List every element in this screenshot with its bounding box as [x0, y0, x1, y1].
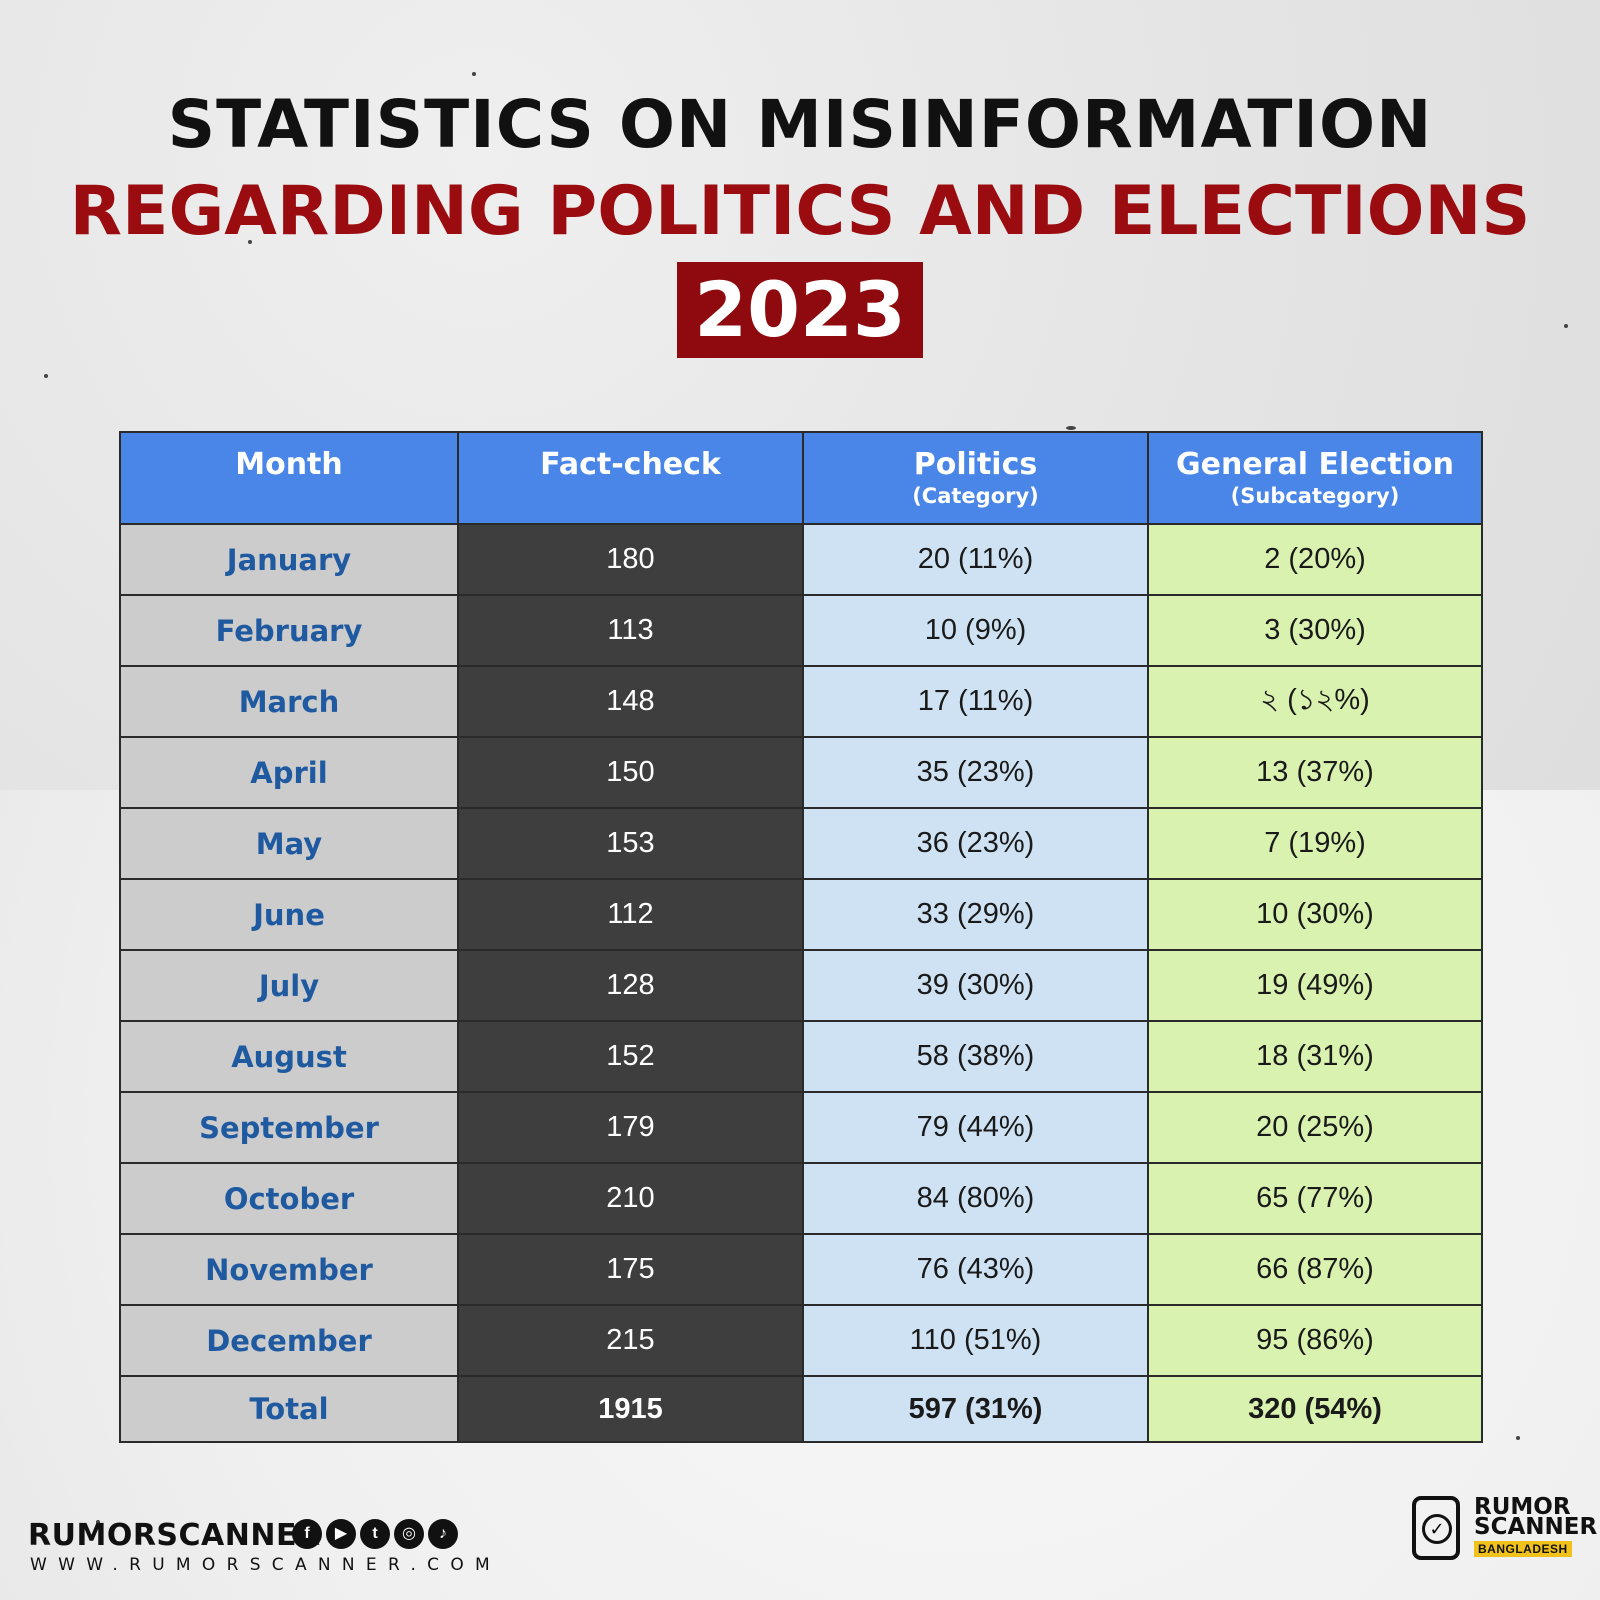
politics-cell: 36 (23%): [802, 807, 1149, 880]
column-header-label: General Election: [1176, 447, 1454, 482]
youtube-icon[interactable]: ▶: [326, 1519, 356, 1549]
month-cell: September: [119, 1091, 459, 1164]
fact-check-cell: 215: [457, 1304, 804, 1377]
fact-check-cell: 128: [457, 949, 804, 1022]
logo-line-1: RUMOR: [1474, 1494, 1571, 1520]
logo-sub-badge: BANGLADESH: [1474, 1541, 1572, 1557]
fact-check-cell: 153: [457, 807, 804, 880]
phone-check-logo-icon: ✓: [1412, 1496, 1460, 1560]
total-label: Total: [119, 1375, 459, 1443]
twitter-icon[interactable]: t: [360, 1519, 390, 1549]
month-cell: January: [119, 523, 459, 596]
table-row: April 150 35 (23%) 13 (37%): [119, 736, 1483, 809]
politics-cell: 84 (80%): [802, 1162, 1149, 1235]
month-cell: August: [119, 1020, 459, 1093]
general-election-cell: 7 (19%): [1147, 807, 1483, 880]
politics-cell: 76 (43%): [802, 1233, 1149, 1306]
general-election-cell: 65 (77%): [1147, 1162, 1483, 1235]
table-row: January 180 20 (11%) 2 (20%): [119, 523, 1483, 596]
logo-text: RUMOR SCANNER: [1474, 1494, 1598, 1540]
total-fact-check: 1915: [457, 1375, 804, 1443]
general-election-cell: 20 (25%): [1147, 1091, 1483, 1164]
fact-check-cell: 179: [457, 1091, 804, 1164]
month-cell: October: [119, 1162, 459, 1235]
general-election-cell: 66 (87%): [1147, 1233, 1483, 1306]
column-header-label: Politics: [913, 447, 1038, 482]
fact-check-cell: 113: [457, 594, 804, 667]
month-cell: February: [119, 594, 459, 667]
texture-speck: [96, 1520, 100, 1524]
title-line-2: REGARDING POLITICS AND ELECTIONS: [69, 172, 1531, 251]
general-election-cell: 3 (30%): [1147, 594, 1483, 667]
fact-check-cell: 152: [457, 1020, 804, 1093]
general-election-cell: 95 (86%): [1147, 1304, 1483, 1377]
column-header-month: Month: [119, 431, 459, 525]
table-row: September 179 79 (44%) 20 (25%): [119, 1091, 1483, 1164]
table-row: August 152 58 (38%) 18 (31%): [119, 1020, 1483, 1093]
column-header-politics: Politics (Category): [802, 431, 1149, 525]
fact-check-cell: 180: [457, 523, 804, 596]
total-politics: 597 (31%): [802, 1375, 1149, 1443]
texture-speck: [44, 374, 48, 378]
politics-cell: 110 (51%): [802, 1304, 1149, 1377]
politics-cell: 58 (38%): [802, 1020, 1149, 1093]
column-header-label: Month: [235, 447, 343, 482]
footer-url[interactable]: WWW.RUMORSCANNER.COM: [30, 1555, 501, 1575]
texture-speck: [472, 72, 476, 76]
column-header-general-election: General Election (Subcategory): [1147, 431, 1483, 525]
instagram-icon[interactable]: ◎: [394, 1519, 424, 1549]
general-election-cell: 18 (31%): [1147, 1020, 1483, 1093]
month-cell: March: [119, 665, 459, 738]
column-header-sublabel: (Subcategory): [1230, 484, 1400, 508]
general-election-cell: 2 (20%): [1147, 523, 1483, 596]
general-election-cell: 10 (30%): [1147, 878, 1483, 951]
politics-cell: 17 (11%): [802, 665, 1149, 738]
column-header-fact-check: Fact-check: [457, 431, 804, 525]
table-row: November 175 76 (43%) 66 (87%): [119, 1233, 1483, 1306]
column-header-label: Fact-check: [540, 447, 721, 482]
fact-check-cell: 175: [457, 1233, 804, 1306]
month-cell: June: [119, 878, 459, 951]
table-row: June 112 33 (29%) 10 (30%): [119, 878, 1483, 951]
table-row: May 153 36 (23%) 7 (19%): [119, 807, 1483, 880]
month-cell: May: [119, 807, 459, 880]
fact-check-cell: 150: [457, 736, 804, 809]
politics-cell: 79 (44%): [802, 1091, 1149, 1164]
year-badge: 2023: [677, 262, 923, 358]
texture-speck: [248, 240, 252, 244]
table-row: February 113 10 (9%) 3 (30%): [119, 594, 1483, 667]
statistics-table: Month Fact-check Politics (Category) Gene…: [119, 431, 1483, 1443]
fact-check-cell: 210: [457, 1162, 804, 1235]
table-row: July 128 39 (30%) 19 (49%): [119, 949, 1483, 1022]
column-header-sublabel: (Category): [912, 484, 1039, 508]
texture-speck: [1066, 426, 1076, 430]
fact-check-cell: 112: [457, 878, 804, 951]
facebook-icon[interactable]: f: [292, 1519, 322, 1549]
politics-cell: 39 (30%): [802, 949, 1149, 1022]
politics-cell: 35 (23%): [802, 736, 1149, 809]
politics-cell: 20 (11%): [802, 523, 1149, 596]
politics-cell: 33 (29%): [802, 878, 1149, 951]
general-election-cell: 13 (37%): [1147, 736, 1483, 809]
month-cell: December: [119, 1304, 459, 1377]
politics-cell: 10 (9%): [802, 594, 1149, 667]
table-total-row: Total 1915 597 (31%) 320 (54%): [119, 1375, 1483, 1443]
general-election-cell: ২ (১২%): [1147, 665, 1483, 738]
table-row: December 215 110 (51%) 95 (86%): [119, 1304, 1483, 1377]
footer-brand: RUMORSCANNER: [28, 1518, 321, 1553]
logo-line-2: SCANNER: [1474, 1514, 1598, 1540]
month-cell: July: [119, 949, 459, 1022]
table-header-row: Month Fact-check Politics (Category) Gene…: [119, 431, 1483, 525]
general-election-cell: 19 (49%): [1147, 949, 1483, 1022]
total-general-election: 320 (54%): [1147, 1375, 1483, 1443]
table-row: October 210 84 (80%) 65 (77%): [119, 1162, 1483, 1235]
month-cell: November: [119, 1233, 459, 1306]
month-cell: April: [119, 736, 459, 809]
title-line-1: STATISTICS ON MISINFORMATION: [167, 86, 1433, 163]
table-row: March 148 17 (11%) ২ (১২%): [119, 665, 1483, 738]
fact-check-cell: 148: [457, 665, 804, 738]
texture-speck: [1516, 1436, 1520, 1440]
texture-speck: [1564, 324, 1568, 328]
tiktok-icon[interactable]: ♪: [428, 1519, 458, 1549]
